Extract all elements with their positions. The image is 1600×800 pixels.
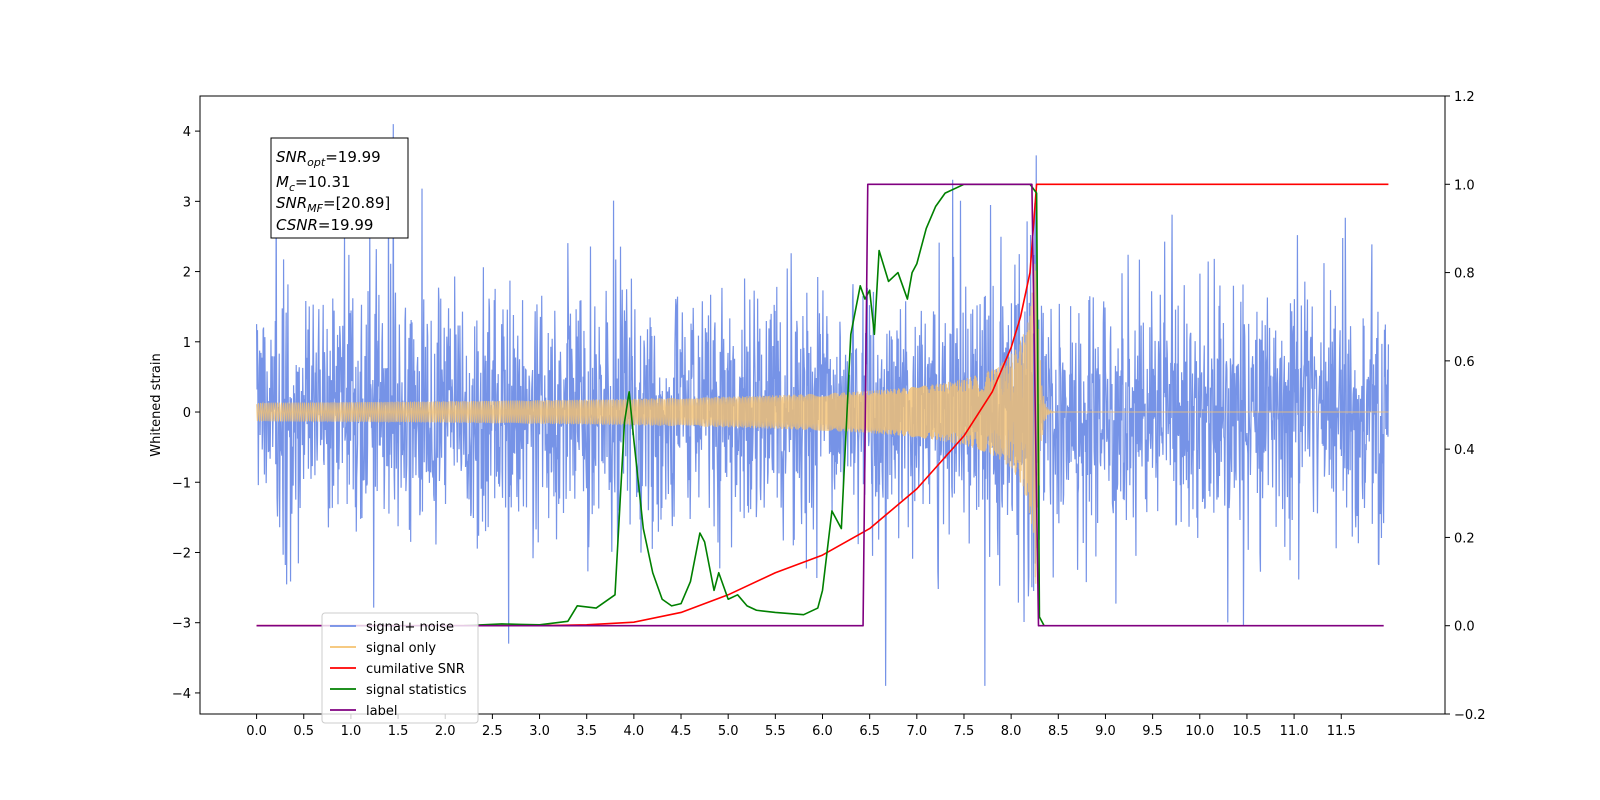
legend-entry-cumilative-snr: cumilative SNR (366, 662, 465, 677)
y2-tick-label: 1.0 (1454, 178, 1475, 193)
x-tick-label: 6.0 (812, 724, 833, 739)
series-layer (255, 124, 1390, 686)
x-axis: 0.0 0.5 1.0 1.5 2.0 2.5 3.0 3.5 4.0 4.5 5.0 5.5 6.0 6… (246, 714, 1356, 739)
y-tick-label: −1 (172, 476, 191, 491)
x-tick-label: 5.5 (765, 724, 786, 739)
legend: signal+ noise signal only cumilative SNR si… (321, 612, 479, 724)
x-tick-label: 0.0 (246, 724, 267, 739)
y2-tick-label: −0.2 (1454, 708, 1486, 723)
x-tick-label: 0.5 (293, 724, 314, 739)
info-symbol: CSNR (276, 216, 318, 234)
info-value: =19.99 (325, 148, 381, 166)
x-tick-label: 8.0 (1001, 724, 1022, 739)
info-subscript: MF (307, 202, 323, 215)
info-snr-mf: SNRMF=[20.89] (276, 194, 390, 215)
y-tick-label: 1 (183, 336, 191, 351)
info-value: =19.99 (318, 216, 374, 234)
x-tick-label: 5.0 (718, 724, 739, 739)
y-tick-label: 0 (183, 406, 191, 421)
info-symbol: SNR (276, 194, 307, 212)
legend-entry-signal-statistics: signal statistics (366, 683, 467, 698)
y-axis-label: Whitened strain (149, 353, 164, 456)
info-symbol: M (276, 173, 289, 191)
y2-tick-label: 1.2 (1454, 90, 1475, 105)
series-line-cumilative-snr (256, 183, 1389, 627)
series-line-label (256, 183, 1384, 627)
x-tick-label: 1.0 (341, 724, 362, 739)
legend-entry-signal-noise: signal+ noise (366, 620, 454, 635)
x-tick-label: 10.0 (1185, 724, 1214, 739)
y-tick-label: −2 (172, 546, 191, 561)
legend-entry-signal-only: signal only (366, 641, 436, 656)
info-chirp-mass: Mc=10.31 (276, 173, 351, 194)
info-value: =10.31 (295, 173, 351, 191)
x-tick-label: 3.5 (576, 724, 597, 739)
x-tick-label: 4.5 (671, 724, 692, 739)
info-symbol: SNR (276, 148, 307, 166)
info-subscript: opt (307, 156, 326, 169)
x-tick-label: 11.0 (1280, 724, 1309, 739)
x-tick-label: 7.5 (954, 724, 975, 739)
y2-tick-label: 0.6 (1454, 355, 1475, 370)
x-tick-label: 4.0 (624, 724, 645, 739)
x-tick-label: 2.0 (435, 724, 456, 739)
x-tick-label: 10.5 (1232, 724, 1261, 739)
x-tick-label: 7.0 (906, 724, 927, 739)
x-tick-label: 11.5 (1327, 724, 1356, 739)
y2-tick-label: 0.8 (1454, 267, 1475, 282)
y-tick-label: 2 (183, 266, 191, 281)
legend-entry-label: label (366, 704, 397, 719)
x-tick-label: 6.5 (859, 724, 880, 739)
x-tick-label: 3.0 (529, 724, 550, 739)
series-line-signal-only (256, 244, 1389, 584)
y-tick-label: 3 (183, 195, 191, 210)
y-axis-left: 4 3 2 1 0 −1 −2 −3 −4 (172, 125, 200, 702)
x-tick-label: 9.5 (1142, 724, 1163, 739)
series-line-signal-statistics (464, 183, 1045, 627)
y2-tick-label: 0.2 (1454, 531, 1475, 546)
y-tick-label: −3 (172, 617, 191, 632)
y-axis-right: 1.2 1.0 0.8 0.6 0.4 0.2 0.0 −0.2 (1445, 90, 1486, 723)
x-tick-label: 1.5 (388, 724, 409, 739)
x-tick-label: 2.5 (482, 724, 503, 739)
info-snr-opt: SNRopt=19.99 (276, 148, 381, 169)
y2-tick-label: 0.0 (1454, 620, 1475, 635)
y-tick-label: 4 (183, 125, 191, 140)
info-value: =[20.89] (323, 194, 390, 212)
y-tick-label: −4 (172, 687, 191, 702)
info-box: SNRopt=19.99 Mc=10.31 SNRMF=[20.89] CSNR… (270, 137, 409, 239)
y2-tick-label: 0.4 (1454, 443, 1475, 458)
info-csnr: CSNR=19.99 (276, 216, 373, 234)
x-tick-label: 9.0 (1095, 724, 1116, 739)
info-subscript: c (289, 181, 295, 194)
x-tick-label: 8.5 (1048, 724, 1069, 739)
